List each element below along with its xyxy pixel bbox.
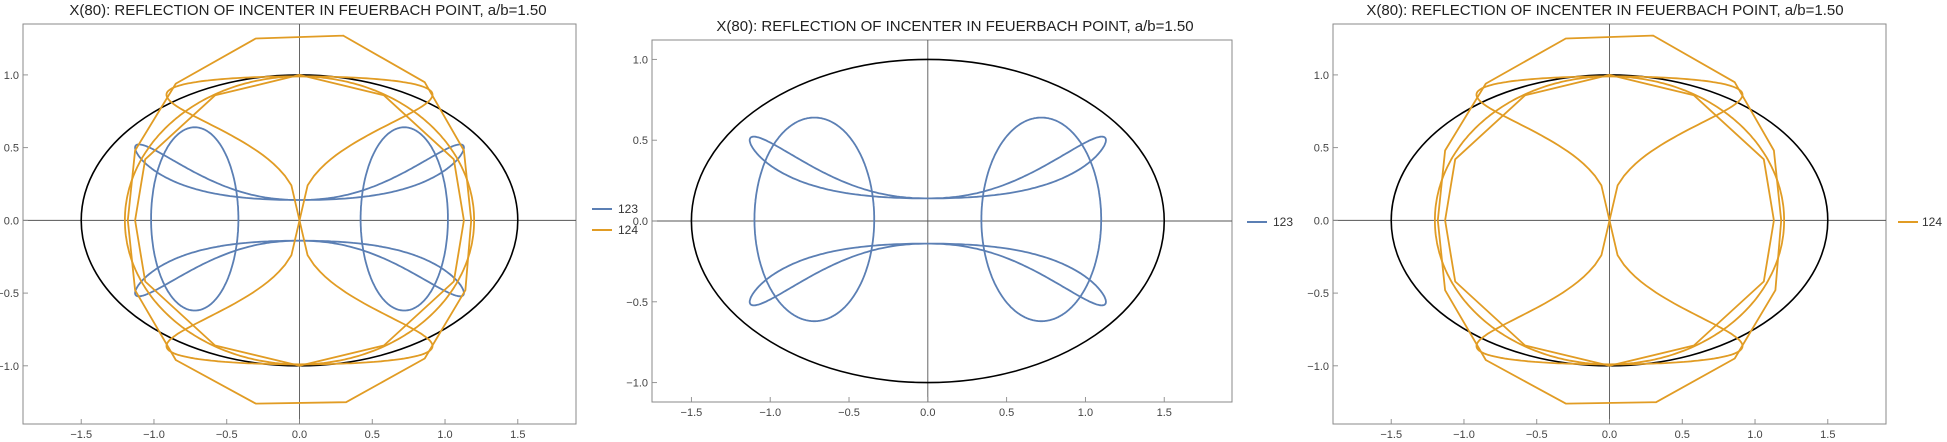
y-tick-label: 0.0 [4, 215, 19, 227]
series-124-curve-4 [1444, 74, 1775, 367]
legend-label-123: 123 [618, 202, 638, 216]
x-tick-label: −1.5 [681, 407, 703, 419]
panel-3-legend: 124 [1898, 215, 1942, 229]
x-tick-label: −0.5 [216, 429, 238, 441]
series-123-curve-1 [150, 126, 240, 312]
y-tick-label: 0.5 [1314, 143, 1329, 155]
x-tick-label: −1.5 [70, 429, 92, 441]
x-tick-label: 0.5 [1675, 429, 1690, 441]
series-123-curve-1 [753, 116, 876, 323]
panel-2-legend: 123 [1247, 215, 1293, 229]
panel-2-title: X(80): REFLECTION OF INCENTER IN FEUERBA… [716, 18, 1193, 35]
panel-3: X(80): REFLECTION OF INCENTER IN FEUERBA… [1307, 2, 1942, 441]
x-tick-label: 1.0 [437, 429, 452, 441]
y-tick-label: 1.0 [1314, 70, 1329, 82]
series-124-curve-1 [1475, 75, 1744, 366]
panel-3-title: X(80): REFLECTION OF INCENTER IN FEUERBA… [1366, 2, 1843, 19]
series-123-curve-2 [980, 116, 1103, 323]
y-tick-label: −1.0 [626, 378, 648, 390]
x-tick-label: 1.5 [1157, 407, 1172, 419]
panel-3-plot-area: −1.5 −1.0 −0.5 0.0 0.5 1.0 1.5 −1.0 −0.5 0.0 0.5 1.… [1307, 24, 1886, 441]
reference-ellipse [690, 58, 1166, 384]
series-123-curve-3 [748, 135, 1107, 200]
x-tick-label: 0.5 [999, 407, 1014, 419]
panel-1: X(80): REFLECTION OF INCENTER IN FEUERBA… [0, 2, 638, 441]
x-tick-label: −1.0 [143, 429, 165, 441]
x-tick-label: −1.0 [1453, 429, 1475, 441]
x-tick-label: −1.0 [759, 407, 781, 419]
legend-label-124: 124 [1922, 215, 1942, 229]
series-123-curve-3 [134, 143, 465, 201]
panel-2: X(80): REFLECTION OF INCENTER IN FEUERBA… [626, 18, 1293, 419]
y-tick-label: −1.0 [1307, 361, 1329, 373]
x-tick-label: 1.5 [510, 429, 525, 441]
y-tick-label: −0.5 [1307, 288, 1329, 300]
legend-label-123: 123 [1273, 215, 1293, 229]
x-tick-label: −1.5 [1380, 429, 1402, 441]
y-tick-label: 0.0 [633, 216, 648, 228]
panel-2-plot-area: −1.5 −1.0 −0.5 0.0 0.5 1.0 1.5 −1.0 −0.5 0.0 0.5 1.… [626, 40, 1232, 419]
legend-label-124: 124 [618, 223, 638, 237]
panel-1-title: X(80): REFLECTION OF INCENTER IN FEUERBA… [69, 2, 546, 19]
series-123-curve-2 [359, 126, 449, 312]
x-tick-label: −0.5 [838, 407, 860, 419]
y-tick-label: −1.0 [0, 361, 19, 373]
y-tick-label: 1.0 [633, 54, 648, 66]
x-tick-label: 1.0 [1078, 407, 1093, 419]
x-tick-label: 1.0 [1747, 429, 1762, 441]
y-tick-label: −0.5 [0, 288, 19, 300]
series-124-curve-1 [165, 75, 434, 366]
panel-1-plot-area: −1.5 −1.0 −0.5 0.0 0.5 1.0 1.5 −1.0 −0.5 0.0 0.5 1.… [0, 24, 576, 441]
series-123-curve-4 [134, 239, 465, 298]
y-tick-label: 0.5 [633, 135, 648, 147]
x-tick-label: 0.0 [920, 407, 935, 419]
series-124-curve-4 [134, 74, 465, 367]
y-tick-label: −0.5 [626, 297, 648, 309]
series-124-curve-3 [126, 34, 473, 405]
y-tick-label: 1.0 [4, 70, 19, 82]
series-124-curve-2 [124, 75, 475, 366]
x-tick-label: −0.5 [1526, 429, 1548, 441]
y-tick-label: 0.5 [4, 143, 19, 155]
x-tick-label: 0.0 [1602, 429, 1617, 441]
series-123-curve-4 [748, 242, 1107, 307]
series-124-curve-2 [1434, 75, 1785, 366]
y-tick-label: 0.0 [1314, 215, 1329, 227]
x-tick-label: 0.0 [292, 429, 307, 441]
panel-1-legend: 123 124 [592, 202, 638, 237]
x-tick-label: 0.5 [365, 429, 380, 441]
x-tick-label: 1.5 [1820, 429, 1835, 441]
series-124-curve-3 [1436, 34, 1783, 405]
